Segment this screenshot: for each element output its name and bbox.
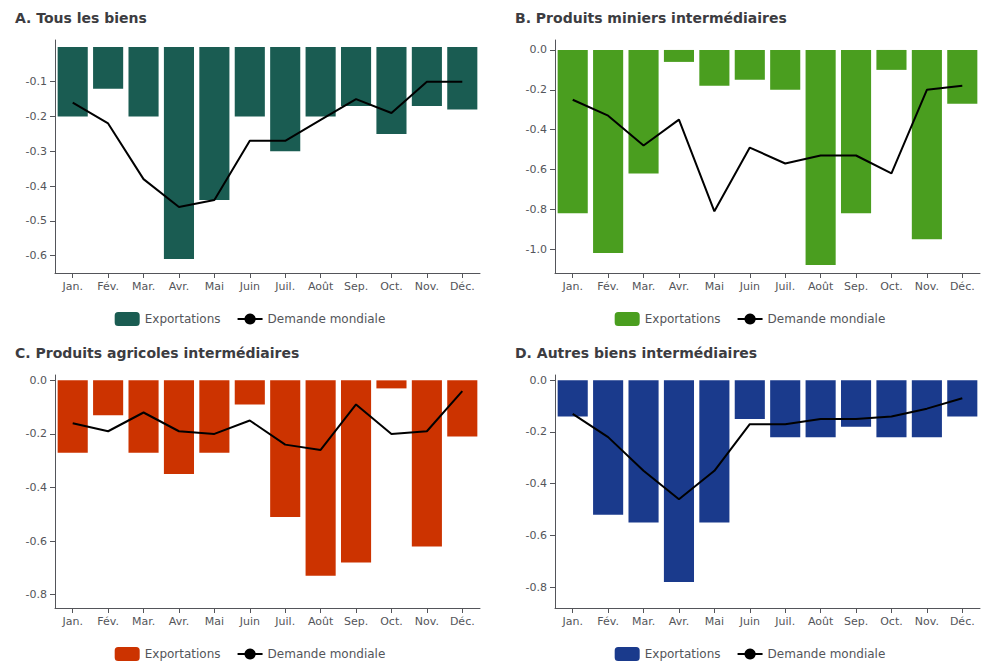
- svg-text:0.0: 0.0: [530, 43, 548, 56]
- svg-text:Août: Août: [808, 615, 834, 628]
- svg-text:Oct.: Oct.: [880, 615, 903, 628]
- svg-text:-0.8: -0.8: [26, 588, 47, 601]
- svg-text:Mai: Mai: [705, 280, 724, 293]
- svg-text:-0.6: -0.6: [26, 535, 47, 548]
- svg-text:Mar.: Mar.: [132, 615, 155, 628]
- svg-text:Déc.: Déc.: [950, 280, 975, 293]
- svg-text:Demande mondiale: Demande mondiale: [268, 647, 386, 661]
- svg-text:Juil.: Juil.: [274, 615, 295, 628]
- svg-text:-1.0: -1.0: [526, 243, 547, 256]
- svg-text:C. Produits agricoles interméd: C. Produits agricoles intermédiaires: [15, 345, 299, 361]
- svg-text:Exportations: Exportations: [145, 312, 221, 326]
- svg-text:Demande mondiale: Demande mondiale: [768, 647, 886, 661]
- svg-text:Août: Août: [308, 615, 334, 628]
- svg-text:-0.6: -0.6: [526, 163, 547, 176]
- svg-text:-0.2: -0.2: [26, 110, 47, 123]
- svg-text:Exportations: Exportations: [145, 647, 221, 661]
- svg-text:Jan.: Jan.: [561, 280, 582, 293]
- svg-text:Mai: Mai: [205, 615, 224, 628]
- svg-text:Juin: Juin: [239, 615, 260, 628]
- svg-text:Mai: Mai: [705, 615, 724, 628]
- svg-text:Avr.: Avr.: [669, 615, 689, 628]
- svg-text:Fév.: Fév.: [97, 280, 119, 293]
- svg-text:Juin: Juin: [739, 280, 760, 293]
- svg-text:Déc.: Déc.: [450, 615, 475, 628]
- svg-text:-0.6: -0.6: [526, 529, 547, 542]
- svg-text:Oct.: Oct.: [380, 280, 403, 293]
- svg-text:Juin: Juin: [739, 615, 760, 628]
- svg-text:Exportations: Exportations: [645, 647, 721, 661]
- svg-text:Fév.: Fév.: [597, 280, 619, 293]
- svg-text:-0.4: -0.4: [26, 180, 47, 193]
- svg-text:Mai: Mai: [205, 280, 224, 293]
- svg-text:-0.1: -0.1: [26, 75, 47, 88]
- svg-text:0.0: 0.0: [30, 374, 48, 387]
- svg-text:Mar.: Mar.: [632, 280, 655, 293]
- svg-text:Avr.: Avr.: [169, 615, 189, 628]
- svg-text:Août: Août: [808, 280, 834, 293]
- svg-text:-0.8: -0.8: [526, 581, 547, 594]
- svg-text:-0.2: -0.2: [26, 427, 47, 440]
- svg-text:Nov.: Nov.: [915, 615, 939, 628]
- svg-text:Sep.: Sep.: [344, 615, 368, 628]
- svg-text:Jan.: Jan.: [61, 280, 82, 293]
- svg-text:Avr.: Avr.: [169, 280, 189, 293]
- svg-text:-0.4: -0.4: [26, 481, 47, 494]
- svg-text:-0.3: -0.3: [26, 145, 47, 158]
- svg-text:Août: Août: [308, 280, 334, 293]
- svg-text:Jan.: Jan.: [61, 615, 82, 628]
- svg-text:Mar.: Mar.: [632, 615, 655, 628]
- svg-text:Sep.: Sep.: [844, 280, 868, 293]
- svg-text:Nov.: Nov.: [915, 280, 939, 293]
- svg-text:Juil.: Juil.: [274, 280, 295, 293]
- svg-text:Fév.: Fév.: [597, 615, 619, 628]
- svg-text:0.0: 0.0: [530, 374, 548, 387]
- svg-text:Mar.: Mar.: [132, 280, 155, 293]
- svg-text:Fév.: Fév.: [97, 615, 119, 628]
- svg-text:B. Produits miniers intermédia: B. Produits miniers intermédiaires: [515, 10, 787, 26]
- svg-text:Jan.: Jan.: [561, 615, 582, 628]
- svg-text:Nov.: Nov.: [415, 280, 439, 293]
- svg-text:Avr.: Avr.: [669, 280, 689, 293]
- svg-text:Oct.: Oct.: [880, 280, 903, 293]
- svg-text:-0.6: -0.6: [26, 249, 47, 262]
- svg-text:-0.2: -0.2: [526, 83, 547, 96]
- svg-text:Demande mondiale: Demande mondiale: [268, 312, 386, 326]
- svg-text:D. Autres biens intermédiaires: D. Autres biens intermédiaires: [515, 345, 757, 361]
- svg-text:Juil.: Juil.: [774, 280, 795, 293]
- svg-text:A. Tous les biens: A. Tous les biens: [15, 10, 147, 26]
- svg-text:-0.5: -0.5: [26, 214, 47, 227]
- svg-text:Déc.: Déc.: [950, 615, 975, 628]
- svg-text:Sep.: Sep.: [344, 280, 368, 293]
- svg-text:Demande mondiale: Demande mondiale: [768, 312, 886, 326]
- svg-text:-0.8: -0.8: [526, 203, 547, 216]
- svg-text:-0.4: -0.4: [526, 477, 547, 490]
- svg-text:-0.2: -0.2: [526, 425, 547, 438]
- svg-text:Juin: Juin: [239, 280, 260, 293]
- svg-text:Oct.: Oct.: [380, 615, 403, 628]
- svg-text:Nov.: Nov.: [415, 615, 439, 628]
- svg-text:Sep.: Sep.: [844, 615, 868, 628]
- svg-text:Exportations: Exportations: [645, 312, 721, 326]
- svg-text:-0.4: -0.4: [526, 123, 547, 136]
- svg-text:Juil.: Juil.: [774, 615, 795, 628]
- svg-text:Déc.: Déc.: [450, 280, 475, 293]
